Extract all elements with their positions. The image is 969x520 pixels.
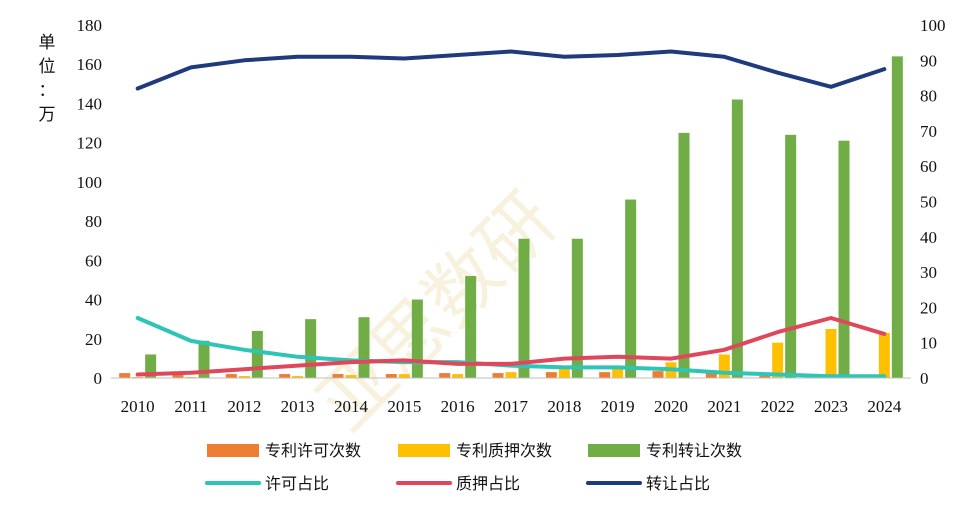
bar-专利许可次数-2022 (759, 376, 771, 378)
axes-layer: 0 20 40 60 80 100 120 140 160 180 0 10 20 30 40 50 60 70 8… (77, 16, 946, 416)
unit-label: 单位 ： 万 (39, 33, 56, 125)
x-tick-label: 2017 (494, 397, 529, 416)
bar-专利转让次数-2023 (838, 140, 850, 378)
bar-专利许可次数-2018 (545, 372, 557, 378)
left-tick-label: 20 (85, 330, 102, 349)
bar-专利质押次数-2015 (398, 374, 410, 378)
legend-swatch-专利质押次数 (398, 444, 450, 457)
bar-专利许可次数-2010 (119, 373, 131, 378)
x-tick-label: 2024 (867, 397, 902, 416)
legend-swatch-专利许可次数 (207, 444, 259, 457)
legend-label-许可占比: 许可占比 (265, 474, 329, 493)
x-tick-label: 2016 (441, 397, 475, 416)
left-tick-label: 100 (77, 173, 103, 192)
bar-专利质押次数-2018 (558, 369, 570, 378)
x-tick-label: 2011 (174, 397, 207, 416)
series-line-质押占比 (135, 316, 887, 377)
right-tick-label: 60 (920, 157, 937, 176)
left-tick-label: 40 (85, 291, 102, 310)
right-tick-label: 100 (920, 16, 946, 35)
bar-专利质押次数-2021 (718, 354, 730, 378)
bar-专利质押次数-2024 (878, 332, 890, 378)
bar-专利转让次数-2019 (625, 199, 637, 378)
left-tick-label: 0 (94, 369, 103, 388)
bar-专利许可次数-2015 (385, 374, 397, 378)
unit-label-char: ： (39, 81, 56, 101)
bar-专利转让次数-2010 (145, 354, 157, 378)
right-tick-label: 10 (920, 334, 937, 353)
right-tick-label: 30 (920, 263, 937, 282)
right-tick-label: 70 (920, 122, 937, 141)
x-tick-label: 2013 (281, 397, 315, 416)
x-tick-label: 2014 (334, 397, 369, 416)
bar-专利质押次数-2013 (292, 376, 304, 378)
bar-专利转让次数-2014 (358, 317, 370, 378)
bar-专利质押次数-2022 (772, 342, 784, 378)
bar-专利转让次数-2018 (571, 238, 583, 378)
left-tick-label: 180 (77, 16, 103, 35)
bars-layer (119, 56, 903, 379)
left-tick-label: 120 (77, 134, 103, 153)
lines-layer (135, 49, 887, 379)
legend-label-质押占比: 质押占比 (456, 474, 520, 493)
legend-label-转让占比: 转让占比 (646, 474, 710, 493)
legend-label-专利转让次数: 专利转让次数 (646, 441, 742, 460)
x-tick-label: 2021 (707, 397, 741, 416)
left-tick-label: 60 (85, 251, 102, 270)
bar-专利转让次数-2012 (251, 330, 263, 378)
x-tick-label: 2020 (654, 397, 688, 416)
bar-专利许可次数-2020 (652, 371, 664, 378)
bar-专利质押次数-2019 (612, 368, 624, 378)
left-tick-label: 160 (77, 55, 103, 74)
unit-label-char: 单 (39, 33, 56, 53)
unit-label-char: 万 (39, 105, 56, 125)
bar-专利许可次数-2016 (439, 373, 451, 378)
bar-专利转让次数-2015 (411, 299, 423, 378)
right-tick-label: 80 (920, 87, 937, 106)
bar-专利转让次数-2021 (731, 99, 743, 379)
bar-专利许可次数-2013 (279, 374, 291, 378)
right-tick-label: 0 (920, 369, 929, 388)
x-tick-label: 2019 (601, 397, 635, 416)
bar-专利质押次数-2014 (345, 375, 357, 378)
bar-专利许可次数-2011 (172, 374, 184, 378)
bar-专利转让次数-2020 (678, 132, 690, 378)
bar-专利质押次数-2016 (452, 374, 464, 378)
bar-专利转让次数-2024 (891, 56, 903, 378)
bar-专利质押次数-2012 (238, 376, 250, 378)
x-tick-label: 2023 (814, 397, 848, 416)
x-tick-label: 2022 (761, 397, 795, 416)
bar-专利转让次数-2011 (198, 340, 210, 378)
bar-专利许可次数-2017 (492, 373, 504, 378)
bar-专利质押次数-2023 (825, 328, 837, 378)
x-tick-label: 2010 (121, 397, 155, 416)
bar-专利许可次数-2012 (225, 374, 237, 378)
bar-专利许可次数-2019 (599, 372, 611, 378)
bar-专利转让次数-2022 (785, 134, 797, 378)
left-tick-label: 140 (77, 94, 103, 113)
right-tick-label: 50 (920, 193, 937, 212)
legend-label-专利许可次数: 专利许可次数 (265, 441, 361, 460)
x-tick-label: 2012 (227, 397, 261, 416)
unit-label-char: 位 (39, 57, 56, 77)
bar-专利质押次数-2017 (505, 372, 517, 378)
right-tick-label: 90 (920, 51, 937, 70)
bar-专利转让次数-2017 (518, 238, 530, 378)
bar-专利转让次数-2016 (465, 276, 477, 378)
bar-专利转让次数-2013 (305, 319, 317, 378)
x-tick-label: 2018 (547, 397, 581, 416)
legend-label-专利质押次数: 专利质押次数 (456, 441, 552, 460)
x-tick-label: 2015 (387, 397, 421, 416)
left-tick-label: 80 (85, 212, 102, 231)
bar-专利许可次数-2014 (332, 374, 344, 378)
right-tick-label: 20 (920, 298, 937, 317)
right-tick-label: 40 (920, 228, 937, 247)
bar-专利许可次数-2021 (705, 372, 717, 378)
legend-swatch-专利转让次数 (588, 444, 640, 457)
series-line-转让占比 (135, 49, 887, 91)
